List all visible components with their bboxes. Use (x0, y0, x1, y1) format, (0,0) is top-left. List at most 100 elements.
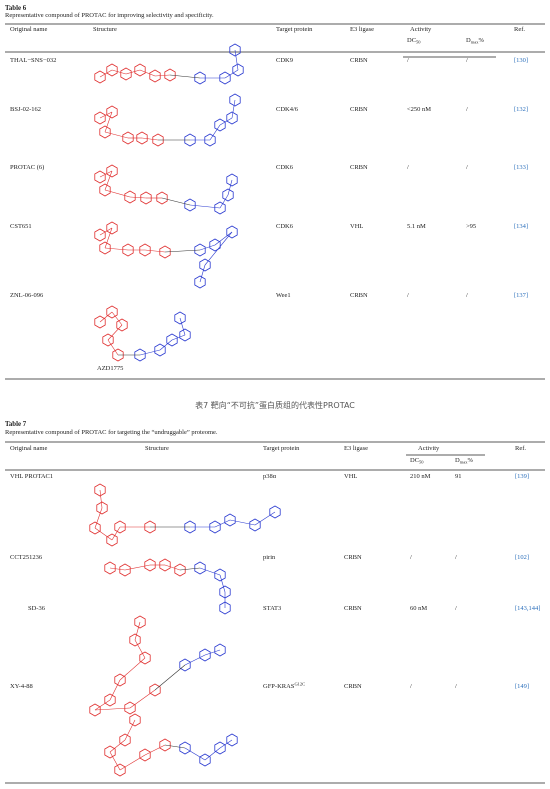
e3-ligase: CRBN (350, 164, 368, 171)
ring (209, 238, 221, 252)
ring (139, 651, 151, 665)
ring (124, 701, 136, 715)
bond (219, 739, 233, 749)
bond (254, 511, 276, 526)
target-protein-sup: G12C (294, 682, 305, 687)
dc50: / (407, 57, 409, 64)
bond (179, 567, 201, 571)
header-tail: % (478, 37, 484, 44)
dmax: / (466, 106, 468, 113)
ring (96, 501, 108, 515)
bond (199, 264, 206, 283)
target-protein: GFP-KRASG12C (263, 682, 305, 691)
dmax: / (466, 164, 468, 171)
bond (125, 69, 141, 75)
ring (94, 111, 106, 125)
header: Ref. (514, 26, 525, 33)
bond (104, 227, 113, 249)
e3-ligase: VHL (344, 473, 357, 480)
ring (120, 67, 132, 81)
ring (104, 745, 116, 759)
bond (204, 747, 221, 761)
bond (104, 131, 129, 139)
bond (227, 179, 233, 196)
bond (94, 707, 131, 711)
e3-ligase: CRBN (350, 292, 368, 299)
bond (139, 349, 161, 356)
ring (106, 164, 118, 178)
ring (214, 741, 226, 755)
bond (111, 526, 121, 541)
ring (139, 748, 151, 762)
ring (124, 190, 136, 204)
ring (106, 305, 118, 319)
bond (104, 111, 113, 133)
ring (89, 521, 101, 535)
bond (219, 194, 229, 209)
ring (136, 131, 148, 145)
ring (269, 505, 281, 519)
dc50: / (407, 164, 409, 171)
ring (226, 733, 238, 747)
dc50: / (410, 683, 412, 690)
bond (199, 244, 216, 251)
bond (99, 311, 113, 323)
table-caption: Representative compound of PROTAC for ta… (5, 429, 218, 436)
bond (104, 170, 113, 191)
bond (94, 507, 103, 529)
bond (99, 227, 113, 236)
ring (164, 68, 176, 82)
bond (111, 69, 127, 75)
bond (231, 99, 236, 119)
header: DC50 (410, 457, 424, 465)
bond (107, 324, 123, 341)
target-protein-main: GFP-KRAS (263, 683, 295, 690)
bond (99, 111, 113, 119)
ring (194, 71, 206, 85)
ring (106, 63, 118, 77)
ref: [134] (514, 223, 528, 230)
target-protein: Wee1 (276, 292, 291, 299)
ref: [102] (515, 554, 529, 561)
ring (194, 243, 206, 257)
bond (119, 754, 146, 771)
dmax: >95 (466, 223, 476, 230)
ring (174, 311, 186, 325)
ring (134, 348, 146, 362)
row-name: THAL−SNS−032 (10, 57, 56, 64)
bond (104, 189, 131, 198)
header: E3 ligase (344, 445, 368, 452)
ring (149, 69, 161, 83)
bond (199, 567, 221, 576)
ring (159, 558, 171, 572)
header: Activity (410, 26, 432, 33)
header-tail: % (467, 457, 473, 464)
ring (219, 601, 231, 615)
bond (224, 69, 239, 79)
bond (99, 489, 103, 509)
header: Structure (93, 26, 117, 33)
target-protein: CDK4/6 (276, 106, 299, 113)
ring (159, 738, 171, 752)
ring (144, 558, 156, 572)
bond (209, 124, 221, 141)
ring (99, 241, 111, 255)
ring (134, 615, 146, 629)
ring (119, 733, 131, 747)
target-protein: CDK9 (276, 57, 293, 64)
bond (169, 74, 201, 79)
ring (106, 221, 118, 235)
bond (179, 317, 186, 336)
ring (122, 131, 134, 145)
bond (159, 339, 173, 351)
header: Ref. (515, 445, 526, 452)
row-name: CCT251236 (10, 554, 43, 561)
bond (124, 564, 151, 571)
ring (156, 191, 168, 205)
ring (104, 693, 116, 707)
e3-ligase: CRBN (344, 554, 362, 561)
dc50: 210 nM (410, 473, 431, 480)
bond (119, 657, 146, 681)
header-sub: max (471, 40, 479, 45)
ring (184, 133, 196, 147)
